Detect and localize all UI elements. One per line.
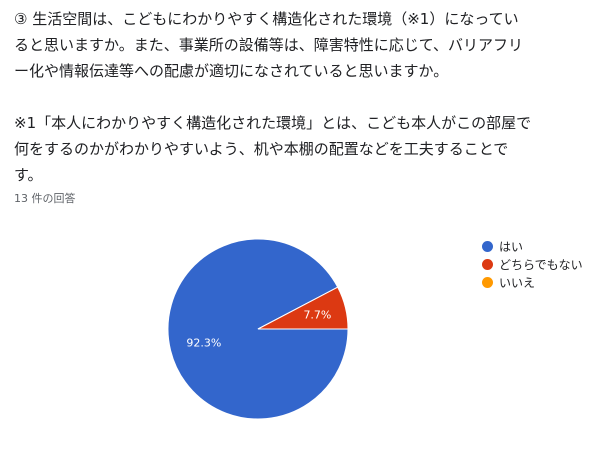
legend-label-no: いいえ [499,275,536,290]
pie-label-yes: 92.3% [186,336,221,349]
legend: はい どちらでもない いいえ [482,238,583,292]
pie-slice-neither[interactable] [257,286,349,330]
legend-swatch-neither [482,258,493,270]
question-line-1: ③ 生活空間は、こどもにわかりやすく構造化された環境（※1）になってい [14,10,519,28]
legend-item-neither[interactable]: どちらでもない [482,256,583,272]
response-count: 13 件の回答 [14,192,76,205]
pie-label-neither: 7.7% [303,308,331,321]
legend-label-yes: はい [499,239,524,254]
legend-item-no[interactable]: いいえ [482,274,583,290]
legend-swatch-yes [482,240,493,252]
question-line-2: ると思いますか。また、事業所の設備等は、障害特性に応じて、バリアフリ [14,36,523,54]
question-line-3: ー化や情報伝達等への配慮が適切になされていると思いますか。 [14,62,449,80]
legend-label-neither: どちらでもない [499,257,583,272]
question-line-4: ※1「本人にわかりやすく構造化された環境」とは、こども本人がこの部屋で [14,114,532,132]
legend-item-yes[interactable]: はい [482,238,583,254]
legend-swatch-no [482,276,493,288]
question-line-6: す。 [14,166,43,184]
question-text: ③ 生活空間は、こどもにわかりやすく構造化された環境（※1）になってい ると思い… [14,6,582,188]
question-line-5: 何をするのかがわかりやすいよう、机や本棚の配置などを工夫することで [14,140,509,158]
